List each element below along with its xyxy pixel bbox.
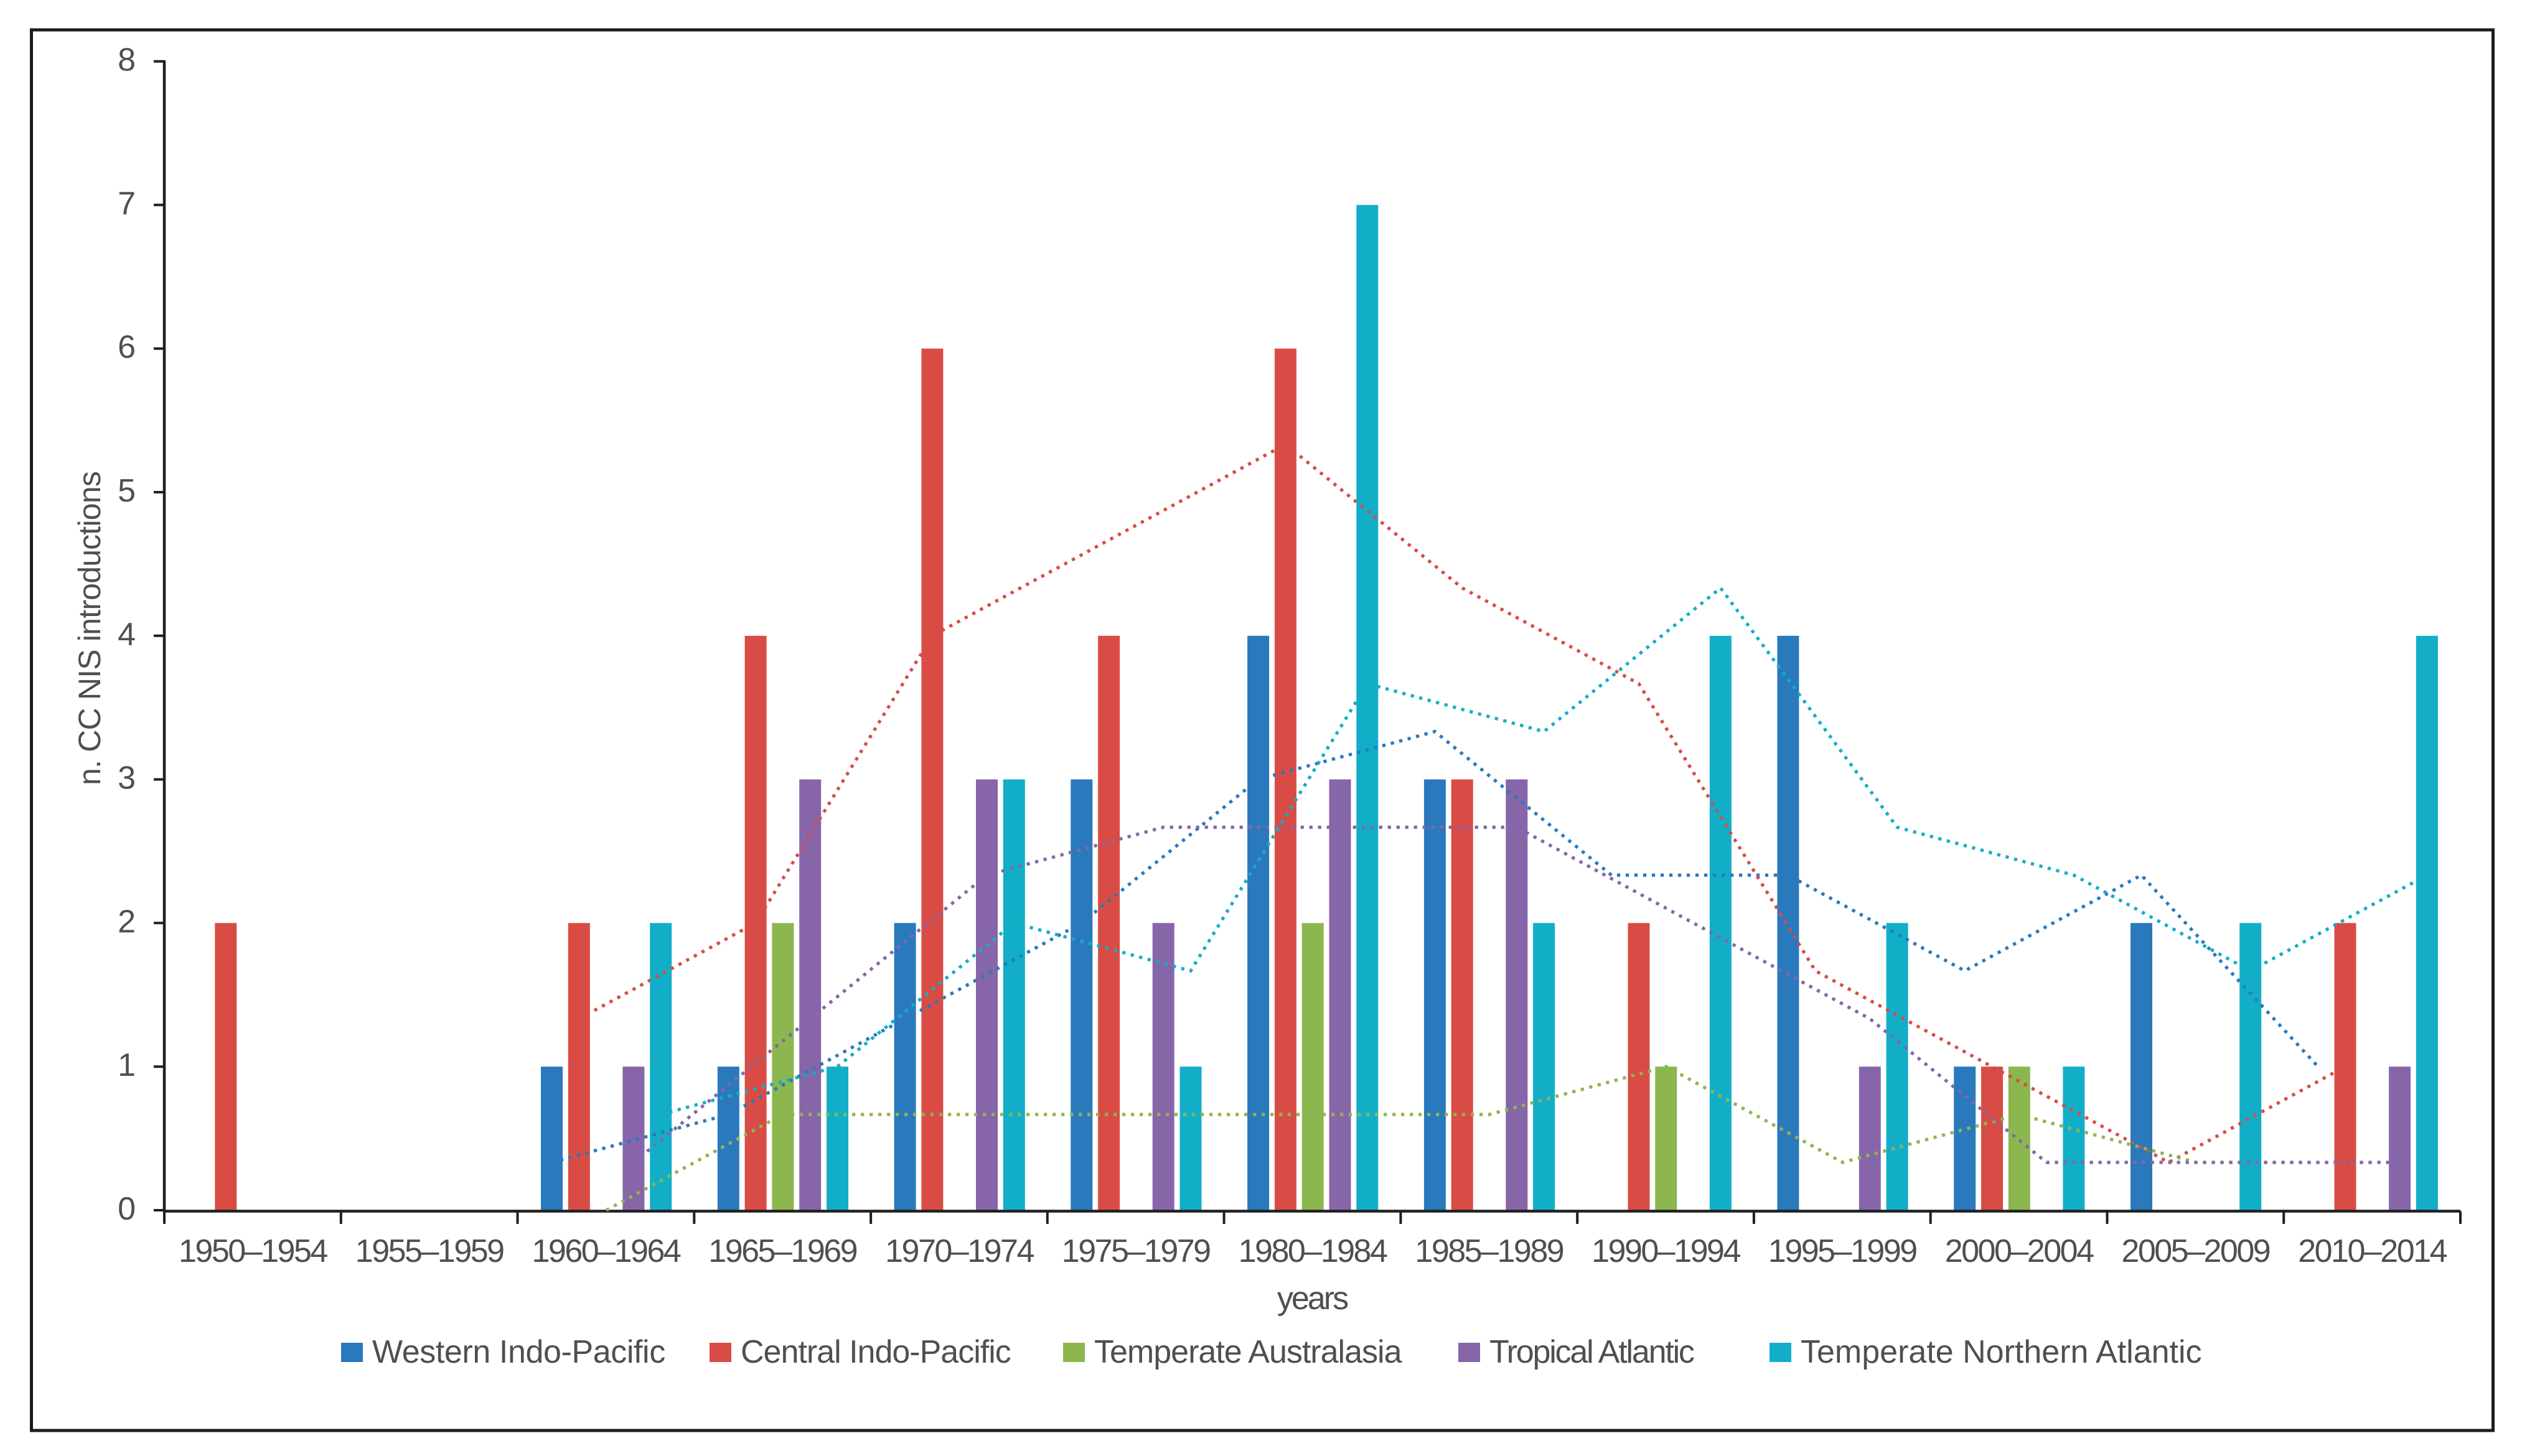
svg-text:1960–1964: 1960–1964 <box>532 1233 681 1269</box>
svg-text:7: 7 <box>118 185 136 222</box>
svg-text:Tropical Atlantic: Tropical Atlantic <box>1489 1334 1694 1370</box>
svg-text:1970–1974: 1970–1974 <box>885 1233 1034 1269</box>
svg-text:1950–1954: 1950–1954 <box>179 1233 327 1269</box>
svg-text:n. CC NIS introductions: n. CC NIS introductions <box>72 472 107 785</box>
svg-text:2000–2004: 2000–2004 <box>1945 1233 2094 1269</box>
svg-text:1990–1994: 1990–1994 <box>1591 1233 1740 1269</box>
svg-text:0: 0 <box>118 1191 136 1227</box>
svg-text:2005–2009: 2005–2009 <box>2121 1233 2269 1269</box>
svg-text:2010–2014: 2010–2014 <box>2298 1233 2447 1269</box>
svg-text:1995–1999: 1995–1999 <box>1768 1233 1916 1269</box>
svg-text:1955–1959: 1955–1959 <box>355 1233 504 1269</box>
svg-text:3: 3 <box>118 760 136 796</box>
svg-text:5: 5 <box>118 473 136 509</box>
svg-text:Central Indo-Pacific: Central Indo-Pacific <box>741 1334 1011 1370</box>
svg-text:Western Indo-Pacific: Western Indo-Pacific <box>372 1334 665 1370</box>
svg-text:2: 2 <box>118 903 136 940</box>
svg-text:6: 6 <box>118 329 136 365</box>
svg-text:4: 4 <box>118 617 136 653</box>
svg-text:8: 8 <box>118 42 136 78</box>
svg-text:1975–1979: 1975–1979 <box>1062 1233 1210 1269</box>
svg-text:1985–1989: 1985–1989 <box>1415 1233 1563 1269</box>
svg-text:1980–1984: 1980–1984 <box>1239 1233 1387 1269</box>
svg-text:years: years <box>1277 1281 1348 1317</box>
svg-text:1965–1969: 1965–1969 <box>708 1233 856 1269</box>
svg-text:Temperate Northern Atlantic: Temperate Northern Atlantic <box>1801 1334 2202 1370</box>
svg-text:1: 1 <box>118 1047 136 1083</box>
svg-text:Temperate Australasia: Temperate Australasia <box>1094 1334 1402 1370</box>
